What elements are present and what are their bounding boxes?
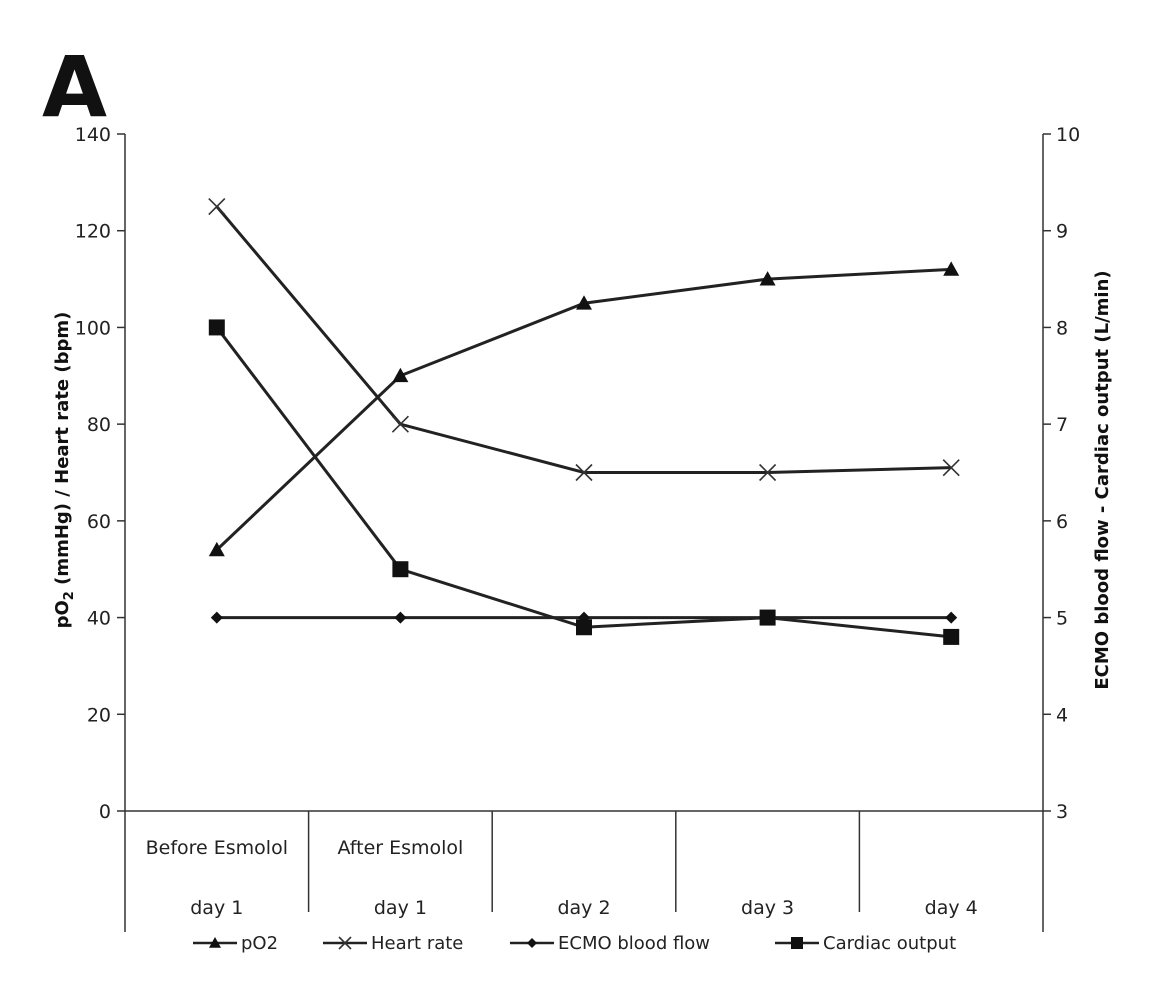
legend-marker-po2	[209, 937, 221, 948]
marker-stroke	[208, 197, 226, 216]
data-point-cardiac-output	[943, 628, 960, 645]
legend-label-po2: pO2	[241, 933, 278, 954]
marker-stroke	[942, 459, 960, 477]
left-tick-label: 20	[87, 704, 111, 726]
data-point-heart-rate	[759, 463, 777, 482]
right-tick-label: 7	[1056, 414, 1068, 436]
left-tick-label: 120	[75, 221, 111, 243]
legend-label-ecmo-blood-flow: ECMO blood flow	[558, 933, 710, 954]
legend: pO2 Heart rate ECMO blood flow Cardiac outp…	[193, 933, 956, 954]
data-point-ecmo-blood-flow	[210, 611, 223, 624]
panel-label: A	[42, 38, 107, 136]
legend-marker-cardiac-output	[791, 937, 803, 949]
series-layer	[208, 197, 960, 645]
right-axis-title: ECMO blood flow - Cardiac output (L/min)	[1092, 270, 1113, 689]
data-point-cardiac-output	[208, 319, 225, 336]
category-label-bottom: day 3	[741, 897, 794, 919]
data-point-heart-rate	[208, 197, 226, 216]
series-po2	[208, 261, 960, 557]
right-tick-label: 5	[1056, 608, 1068, 630]
data-point-ecmo-blood-flow	[945, 611, 958, 624]
left-tick-label: 100	[75, 317, 111, 339]
legend-marker-heart-rate	[338, 936, 352, 950]
left-tick-label: 80	[87, 414, 111, 436]
series-line-po2	[215, 267, 952, 551]
left-tick-label: 60	[87, 511, 111, 533]
axes: 0 20 40 60 80 100 120 140 3 4 5 6 7 8 9 10 Before Esmolo…	[75, 124, 1080, 932]
category-label-bottom: day 1	[190, 897, 243, 919]
series-line-heart-rate	[215, 205, 952, 474]
data-point-heart-rate	[575, 463, 593, 482]
legend-item-po2: pO2	[193, 933, 278, 954]
left-tick-label: 40	[87, 608, 111, 630]
series-heart-rate	[208, 197, 960, 482]
marker-stroke	[759, 463, 777, 482]
left-tick-label: 140	[75, 124, 111, 146]
marker-stroke	[575, 463, 593, 482]
data-point-po2	[392, 367, 409, 383]
legend-item-heart-rate: Heart rate	[323, 933, 463, 954]
data-point-cardiac-output	[576, 619, 592, 636]
legend-marker-ecmo-blood-flow	[527, 938, 537, 948]
data-point-po2	[208, 541, 225, 557]
data-point-po2	[576, 295, 592, 310]
legend-label-heart-rate: Heart rate	[371, 933, 463, 954]
category-label-bottom: day 1	[374, 897, 427, 919]
category-label-top: After Esmolol	[337, 837, 463, 859]
category-label-bottom: day 2	[557, 897, 610, 919]
right-tick-label: 9	[1056, 221, 1068, 243]
left-tick-label: 0	[99, 801, 111, 823]
legend-label-cardiac-output: Cardiac output	[823, 933, 956, 954]
data-point-cardiac-output	[759, 609, 776, 626]
category-label-top: Before Esmolol	[146, 837, 288, 859]
data-point-cardiac-output	[392, 561, 409, 578]
left-axis-title: pO2 (mmHg) / Heart rate (bpm)	[52, 312, 77, 629]
marker-stroke	[338, 936, 352, 950]
right-tick-label: 8	[1056, 317, 1068, 339]
legend-item-ecmo-blood-flow: ECMO blood flow	[510, 933, 710, 954]
legend-item-cardiac-output: Cardiac output	[775, 933, 956, 954]
data-point-heart-rate	[391, 415, 409, 433]
right-tick-label: 10	[1056, 124, 1080, 146]
series-line-cardiac-output	[215, 326, 952, 639]
right-tick-label: 6	[1056, 511, 1068, 533]
category-label-bottom: day 4	[925, 897, 978, 919]
data-point-po2	[759, 271, 776, 286]
data-point-ecmo-blood-flow	[394, 611, 407, 624]
right-tick-label: 3	[1056, 801, 1068, 823]
marker-stroke	[391, 415, 409, 433]
series-cardiac-output	[208, 319, 960, 645]
data-point-po2	[943, 261, 960, 276]
data-point-heart-rate	[942, 459, 960, 477]
right-tick-label: 4	[1056, 704, 1068, 726]
